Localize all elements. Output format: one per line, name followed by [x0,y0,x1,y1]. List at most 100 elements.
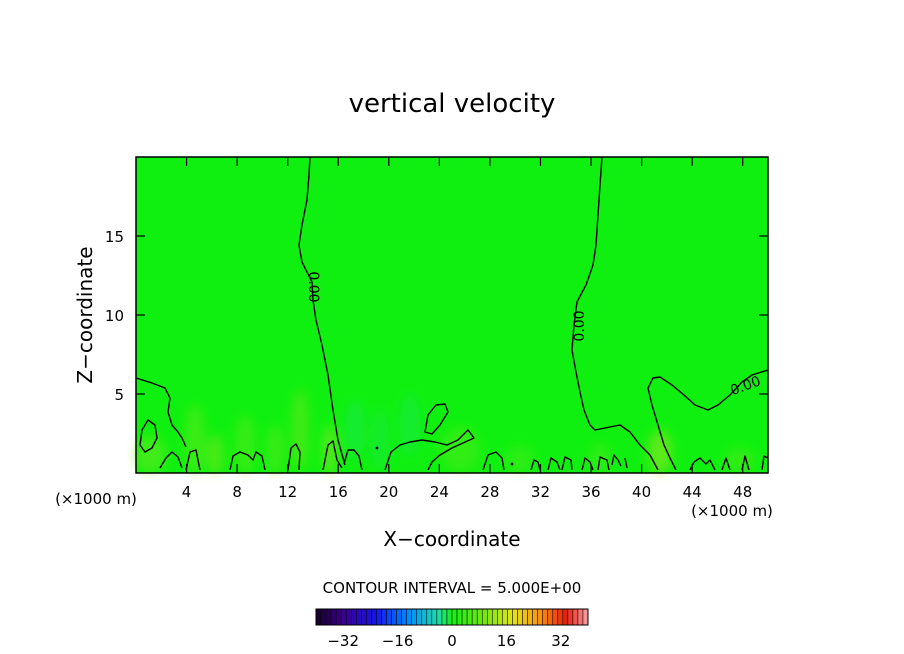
contour-wiggle-7 [384,429,475,471]
colorbar-cell [386,608,392,626]
x-tick-label: 32 [531,483,550,501]
colorbar-cell [557,608,564,626]
colorbar-cell [451,608,458,626]
colorbar-cell [441,608,448,626]
contour-wiggle-9 [530,456,573,471]
contour-lines [135,156,769,471]
colorbar-cell [391,608,397,626]
colorbar-cell [456,608,463,626]
colorbar-tick-label: −32 [327,632,359,650]
colorbar-cell [330,608,337,626]
contour-wiggle-4 [287,443,301,471]
colorbar-cell [497,608,503,626]
colorbar-cell [371,608,377,626]
colorbar-cell [542,608,548,626]
colorbar-cell [461,608,468,626]
colorbar-cell [582,608,589,626]
contour-wiggle-2 [185,449,201,471]
y-tick-label: 15 [105,228,124,246]
colorbar-cell [345,608,352,626]
colorbar-cell [527,608,533,626]
colorbar-cell [446,608,453,626]
colorbar-cell [487,608,493,626]
colorbar-cell [366,608,372,626]
x-unit-right: (×1000 m) [691,502,773,520]
y-axis-ticks [136,235,768,395]
colorbar-tick-label: 0 [447,632,457,650]
x-tick-label: 4 [182,483,192,501]
contour-wiggle-3 [229,451,266,471]
colorbar-cell [351,608,357,626]
colorbar-cell [567,608,574,626]
colorbar-frame [315,608,589,626]
colorbar-cell [577,608,584,626]
colorbar-cell [547,608,553,626]
colorbar-cell [481,608,488,626]
contour-wiggle-8 [482,451,505,471]
colorbar-tick-label: 16 [497,632,516,650]
colorbar-cell [512,608,518,626]
colorbar-tick-label: 32 [551,632,570,650]
colorbar-tick-labels: −32 −16 0 16 32 [327,632,570,650]
contour-wiggle-10 [581,454,628,471]
colorbar-cell [416,608,423,626]
x-tick-label: 8 [232,483,242,501]
colorbar-cell [502,608,508,626]
colorbar-cell [361,608,367,626]
contour-line-right [647,369,769,471]
field-variation [134,390,754,475]
x-tick-label: 36 [581,483,600,501]
contour-wiggle-1 [159,451,183,469]
colorbar-cell [471,608,478,626]
contour-dot [375,446,379,450]
colorbar-cell [411,608,417,626]
colorbar-cell [401,608,407,626]
contour-label-left: 0.00 [305,271,321,302]
colorbar-cell [406,608,412,626]
colorbar-cell [476,608,483,626]
colorbar-cell [315,608,322,626]
colorbar-cell [552,608,559,626]
colorbar-cell [436,608,443,626]
colorbar-cell [396,608,402,626]
colorbar-cell [572,608,579,626]
colorbar-cell [356,608,362,626]
contour-label-middle: 0.00 [572,310,588,341]
contour-wiggle-6 [343,449,363,471]
y-tick-label: 10 [105,307,124,325]
colorbar-cell [426,608,433,626]
colorbar-cell [562,608,569,626]
contour-wiggle-5 [322,440,343,471]
colorbar-cell [537,608,543,626]
colorbar-cell [376,608,382,626]
colorbar-cell [340,608,347,626]
contour-wiggle-11 [689,455,769,471]
contour-line-middle [571,156,659,471]
x-tick-label: 40 [632,483,651,501]
x-tick-label: 44 [683,483,702,501]
x-axis-tick-labels: 4 8 12 16 20 24 28 32 36 40 44 48 [182,483,752,501]
x-axis-label: X−coordinate [383,527,520,551]
x-unit-left: (×1000 m) [55,490,137,508]
x-tick-label: 20 [379,483,398,501]
colorbar-cell [517,608,523,626]
chart-title: vertical velocity [349,89,556,119]
colorbar-cell [325,608,332,626]
colorbar-cell [320,608,327,626]
x-tick-label: 16 [329,483,348,501]
x-tick-label: 48 [733,483,752,501]
x-axis-ticks [185,157,744,473]
colorbar-cell [335,608,342,626]
colorbar-cell [421,608,428,626]
y-axis-label: Z−coordinate [73,246,97,383]
y-axis-tick-labels: 5 10 15 [105,228,124,404]
x-tick-label: 24 [430,483,449,501]
colorbar-cell [492,608,498,626]
colorbar [315,608,589,626]
contour-blob-2 [424,403,449,435]
x-tick-label: 12 [278,483,297,501]
colorbar-cell [466,608,473,626]
colorbar-cell [507,608,513,626]
y-tick-label: 5 [114,386,124,404]
x-tick-label: 28 [480,483,499,501]
